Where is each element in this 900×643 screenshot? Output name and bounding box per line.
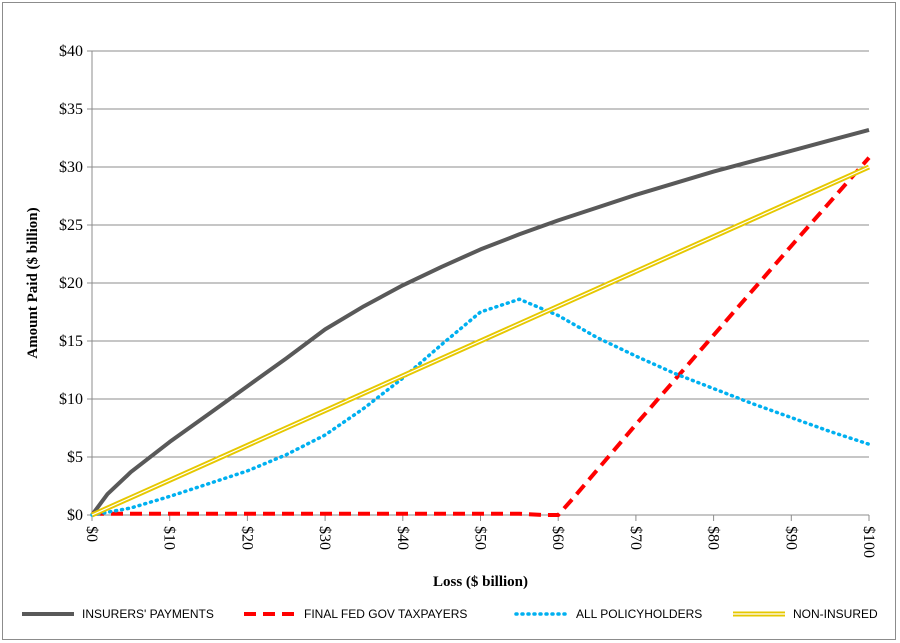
axes: [87, 50, 870, 521]
x-axis-title: Loss ($ billion): [433, 574, 528, 590]
series-line-non-insured-core: [91, 166, 870, 516]
x-tick-label: $20: [238, 526, 255, 550]
x-tick-label: $60: [549, 526, 566, 550]
legend-label: INSURERS' PAYMENTS: [82, 607, 214, 621]
tick-labels: $0 $5 $10 $15 $20 $25 $30 $35 $40 $0 $10 $20 $30 $40 $…: [59, 43, 877, 558]
legend-label: ALL POLICYHOLDERS: [576, 607, 702, 621]
x-tick-label: $80: [705, 526, 722, 550]
y-tick-label: $5: [67, 449, 83, 466]
legend: INSURERS' PAYMENTS FINAL FED GOV TAXPAYER…: [22, 607, 878, 621]
series-line-1: [92, 156, 871, 517]
x-tick-label: $40: [394, 526, 411, 550]
y-tick-label: $20: [59, 275, 83, 292]
legend-label: NON-INSURED: [793, 607, 878, 621]
gridlines: [92, 50, 869, 516]
y-tick-label: $30: [59, 159, 83, 176]
y-tick-label: $35: [59, 101, 83, 118]
y-tick-label: $25: [59, 217, 83, 234]
y-tick-label: $40: [59, 43, 83, 60]
series-line-0: [90, 127, 870, 517]
series-line-2: [90, 297, 871, 517]
series-lines: [90, 127, 871, 518]
x-tick-label: $70: [627, 526, 644, 550]
x-tick-label: $30: [316, 526, 333, 550]
x-tick-label: $50: [472, 526, 489, 550]
legend-label: FINAL FED GOV TAXPAYERS: [304, 607, 467, 621]
y-tick-label: $10: [59, 391, 83, 408]
y-tick-label: $0: [67, 507, 83, 524]
x-tick-label: $100: [860, 526, 877, 558]
x-tick-label: $90: [782, 526, 799, 550]
y-axis-title: Amount Paid ($ billion): [25, 207, 41, 358]
x-tick-label: $10: [161, 526, 178, 550]
x-tick-label: $0: [83, 526, 100, 542]
y-tick-label: $15: [59, 333, 83, 350]
